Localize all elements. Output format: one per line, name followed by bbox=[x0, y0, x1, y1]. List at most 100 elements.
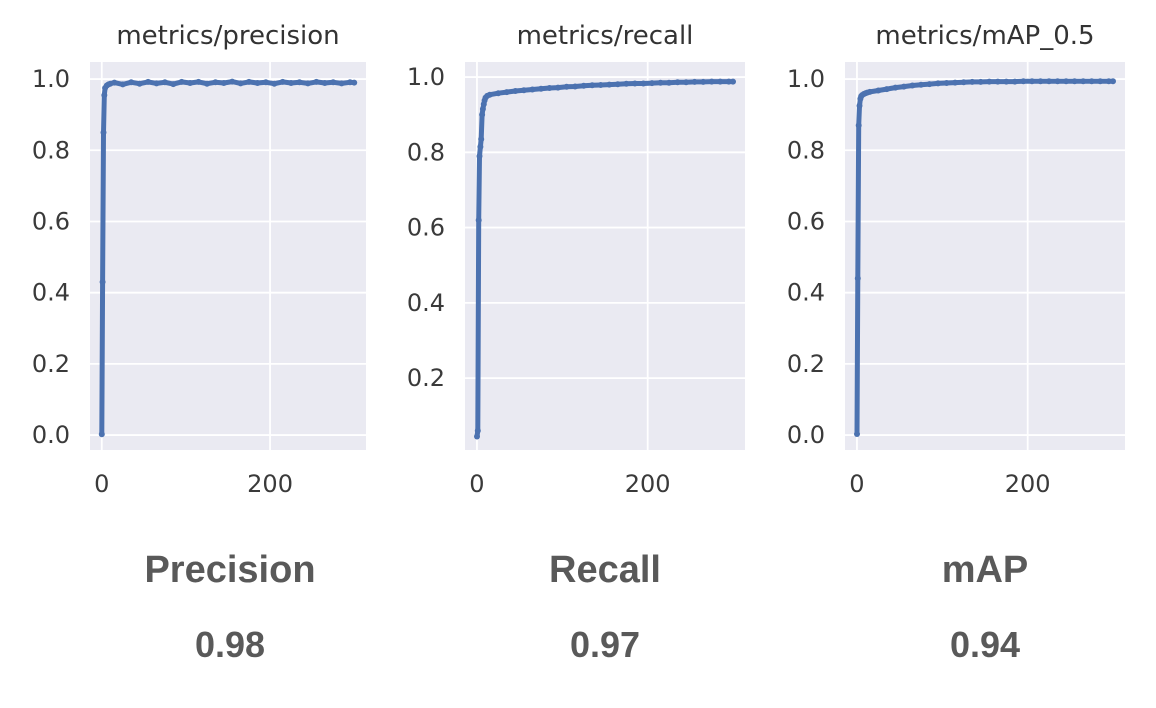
data-point-marker bbox=[866, 88, 873, 95]
data-point-marker bbox=[708, 78, 715, 85]
data-point-marker bbox=[212, 79, 219, 86]
precision-value: 0.98 bbox=[194, 624, 266, 665]
data-point-marker bbox=[892, 84, 899, 91]
data-point-marker bbox=[204, 80, 210, 87]
chart-title: metrics/mAP_0.5 bbox=[875, 21, 1094, 51]
x-tick-label: 0 bbox=[849, 470, 864, 498]
data-point-marker bbox=[1088, 78, 1095, 85]
data-point-marker bbox=[476, 153, 483, 160]
data-point-marker bbox=[856, 102, 863, 109]
data-point-marker bbox=[195, 78, 202, 85]
y-tick-label: 0.0 bbox=[32, 421, 70, 449]
data-point-marker bbox=[187, 80, 194, 86]
data-point-marker bbox=[119, 81, 126, 88]
data-point-marker bbox=[351, 79, 358, 86]
data-point-marker bbox=[563, 83, 570, 90]
data-point-marker bbox=[254, 80, 261, 86]
data-point-marker bbox=[478, 136, 485, 143]
metrics-charts-canvas: metrics/precision 0.0 0.2 0.4 0.6 0.8 1.0 0 200 m… bbox=[32, 21, 1125, 498]
data-point-marker bbox=[1046, 78, 1052, 85]
chart-title: metrics/recall bbox=[517, 21, 694, 51]
x-tick-label: 200 bbox=[1005, 470, 1051, 498]
data-point-marker bbox=[883, 86, 890, 93]
y-tick-label: 0.6 bbox=[32, 207, 70, 235]
x-tick-label: 0 bbox=[94, 470, 109, 498]
plot-background bbox=[845, 62, 1125, 450]
data-point-marker bbox=[717, 78, 724, 85]
data-point-marker bbox=[338, 80, 345, 87]
x-tick-label: 200 bbox=[625, 470, 671, 498]
data-point-marker bbox=[674, 79, 681, 86]
y-tick-label: 0.6 bbox=[407, 214, 445, 242]
data-point-marker bbox=[1105, 78, 1112, 85]
data-point-marker bbox=[100, 129, 107, 136]
chart-title: metrics/precision bbox=[116, 21, 339, 51]
data-point-marker bbox=[666, 79, 672, 86]
data-point-marker bbox=[178, 78, 185, 85]
y-tick-label: 0.8 bbox=[32, 136, 70, 164]
y-tick-label: 0.8 bbox=[787, 136, 825, 164]
x-tick-label: 200 bbox=[247, 470, 293, 498]
data-point-marker bbox=[597, 82, 604, 88]
data-point-marker bbox=[321, 80, 328, 86]
data-point-marker bbox=[1110, 78, 1116, 85]
data-point-marker bbox=[529, 86, 536, 93]
recall-label: Recall bbox=[549, 549, 661, 591]
data-point-marker bbox=[1080, 78, 1087, 85]
data-point-marker bbox=[220, 80, 227, 86]
data-point-marker bbox=[691, 78, 698, 85]
data-point-marker bbox=[1003, 78, 1010, 85]
data-point-marker bbox=[111, 79, 118, 86]
data-point-marker bbox=[1020, 78, 1027, 85]
data-point-marker bbox=[854, 431, 860, 437]
data-point-marker bbox=[909, 82, 916, 89]
x-tick-label: 0 bbox=[469, 470, 484, 498]
data-point-marker bbox=[161, 79, 168, 86]
data-point-marker bbox=[475, 217, 482, 224]
data-point-marker bbox=[589, 82, 596, 89]
y-tick-label: 0.0 bbox=[787, 421, 825, 449]
data-point-marker bbox=[730, 78, 736, 85]
data-point-marker bbox=[279, 78, 286, 85]
summary-item-map: mAP 0.94 bbox=[810, 548, 1156, 666]
data-point-marker bbox=[474, 427, 481, 434]
data-point-marker bbox=[1037, 78, 1044, 85]
data-point-marker bbox=[313, 78, 320, 85]
data-point-marker bbox=[683, 79, 690, 86]
summary-item-precision: Precision 0.98 bbox=[20, 548, 440, 666]
data-point-marker bbox=[128, 79, 135, 86]
chart-metrics-precision: metrics/precision 0.0 0.2 0.4 0.6 0.8 1.0 0 200 bbox=[32, 21, 366, 498]
data-point-marker bbox=[546, 85, 553, 91]
data-point-marker bbox=[555, 84, 561, 91]
data-point-marker bbox=[926, 81, 933, 88]
data-point-marker bbox=[1097, 78, 1104, 85]
data-point-marker bbox=[614, 81, 621, 88]
data-point-marker bbox=[977, 78, 984, 85]
chart-metrics-map-0-5: metrics/mAP_0.5 0.0 0.2 0.4 0.6 0.8 1.0 0 200 bbox=[787, 21, 1125, 498]
data-point-marker bbox=[875, 87, 882, 94]
data-point-marker bbox=[479, 106, 486, 112]
y-tick-label: 0.8 bbox=[407, 138, 445, 166]
data-point-marker bbox=[153, 80, 160, 87]
data-point-marker bbox=[649, 80, 655, 87]
map-label: mAP bbox=[941, 549, 1029, 591]
y-tick-label: 0.2 bbox=[787, 350, 825, 378]
data-point-marker bbox=[855, 122, 862, 129]
data-point-marker bbox=[918, 81, 924, 88]
data-point-marker bbox=[271, 80, 278, 87]
data-point-marker bbox=[304, 80, 311, 87]
data-point-marker bbox=[1029, 78, 1035, 85]
data-point-marker bbox=[986, 78, 993, 85]
y-tick-label: 0.2 bbox=[32, 350, 70, 378]
data-point-marker bbox=[296, 79, 303, 86]
y-tick-label: 0.4 bbox=[787, 279, 825, 307]
data-point-marker bbox=[101, 92, 108, 99]
data-point-marker bbox=[538, 85, 544, 92]
data-point-marker bbox=[237, 80, 244, 87]
data-point-marker bbox=[99, 279, 106, 285]
data-point-marker bbox=[952, 79, 959, 86]
summary-item-recall: Recall 0.97 bbox=[440, 548, 770, 666]
data-point-marker bbox=[725, 78, 732, 85]
y-tick-label: 1.0 bbox=[32, 65, 70, 93]
data-point-marker bbox=[1011, 78, 1018, 85]
